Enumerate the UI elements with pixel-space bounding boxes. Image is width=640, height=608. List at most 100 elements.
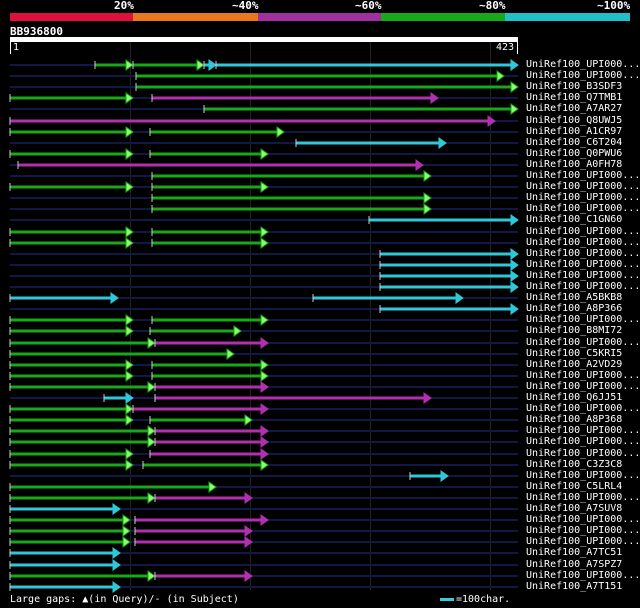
hit-label[interactable]: UniRef100_UPI000... — [526, 536, 640, 547]
query-gap-marker-icon: ▲ — [82, 594, 89, 605]
hit-label[interactable]: UniRef100_UPI000... — [526, 203, 640, 214]
legend-bar — [133, 13, 258, 21]
hit-arrow-icon — [260, 337, 269, 349]
hit-arrow-icon — [260, 425, 269, 437]
hit-arrow-icon — [510, 59, 519, 71]
subject-gap-marker-icon: - — [154, 594, 161, 605]
hit-arrow-icon — [423, 170, 432, 182]
hit-arrow-icon — [125, 370, 134, 382]
hit-arrow-icon — [260, 237, 269, 249]
hit-arrow-icon — [510, 248, 519, 260]
hit-label[interactable]: UniRef100_UPI000... — [526, 381, 640, 392]
hit-label[interactable]: UniRef100_A5BKB8 — [526, 292, 623, 303]
hit-label[interactable]: UniRef100_Q0PWU6 — [526, 148, 623, 159]
hit-label[interactable]: UniRef100_Q7TMB1 — [526, 92, 623, 103]
hit-label[interactable]: UniRef100_UPI000... — [526, 226, 640, 237]
hit-arrow-icon — [244, 414, 253, 426]
hit-label[interactable]: UniRef100_C3Z3C8 — [526, 459, 623, 470]
hit-label[interactable]: UniRef100_UPI000... — [526, 192, 640, 203]
hit-arrow-icon — [260, 370, 269, 382]
hit-label[interactable]: UniRef100_A7SPZ7 — [526, 559, 623, 570]
hit-label[interactable]: UniRef100_UPI000... — [526, 259, 640, 270]
hit-arrow-icon — [244, 570, 253, 582]
hit-label[interactable]: UniRef100_UPI000... — [526, 181, 640, 192]
hit-arrow-icon — [260, 403, 269, 415]
gridline — [370, 42, 371, 590]
hit-arrow-icon — [455, 292, 464, 304]
ruler-start-label: 1 — [13, 42, 20, 53]
hit-label[interactable]: UniRef100_UPI000... — [526, 70, 640, 81]
hit-label[interactable]: UniRef100_UPI000... — [526, 59, 640, 70]
hit-label[interactable]: UniRef100_UPI000... — [526, 170, 640, 181]
large-gaps-label: Large gaps: — [10, 594, 77, 605]
hit-label[interactable]: UniRef100_A8P368 — [526, 414, 623, 425]
hit-arrow-icon — [125, 181, 134, 193]
hit-label[interactable]: UniRef100_B8MI72 — [526, 325, 623, 336]
hit-label[interactable]: UniRef100_A7T151 — [526, 581, 623, 592]
hit-label[interactable]: UniRef100_A8P366 — [526, 303, 623, 314]
hit-arrow-icon — [415, 159, 424, 171]
hit-arrow-icon — [260, 359, 269, 371]
hit-label[interactable]: UniRef100_UPI000... — [526, 237, 640, 248]
hit-arrow-icon — [112, 559, 121, 571]
hit-label[interactable]: UniRef100_UPI000... — [526, 525, 640, 536]
hit-label[interactable]: UniRef100_A7SUV8 — [526, 503, 623, 514]
hit-label[interactable]: UniRef100_UPI000... — [526, 270, 640, 281]
hit-arrow-icon — [244, 536, 253, 548]
hit-arrow-icon — [125, 226, 134, 238]
hit-arrow-icon — [147, 381, 156, 393]
ruler-start-tick — [10, 42, 11, 54]
hit-arrow-icon — [122, 525, 131, 537]
hit-label[interactable]: UniRef100_A1CR97 — [526, 126, 623, 137]
hit-arrow-icon — [208, 481, 217, 493]
hit-label[interactable]: UniRef100_UPI000... — [526, 248, 640, 259]
hit-label[interactable]: UniRef100_UPI000... — [526, 470, 640, 481]
hit-arrow-icon — [276, 126, 285, 138]
legend-label: ~80% — [479, 0, 506, 12]
hit-arrow-icon — [208, 59, 217, 71]
hit-arrow-icon — [487, 115, 496, 127]
hit-label[interactable]: UniRef100_UPI000... — [526, 425, 640, 436]
hit-label[interactable]: UniRef100_UPI000... — [526, 281, 640, 292]
gridline — [250, 42, 251, 590]
hit-label[interactable]: UniRef100_B3SDF3 — [526, 81, 623, 92]
hit-arrow-icon — [260, 459, 269, 471]
scale-label: =100char. — [456, 594, 511, 605]
hit-label[interactable]: UniRef100_C6T204 — [526, 137, 623, 148]
hit-label[interactable]: UniRef100_C5KRI5 — [526, 348, 623, 359]
hit-arrow-icon — [125, 448, 134, 460]
hit-arrow-icon — [125, 126, 134, 138]
hit-label[interactable]: UniRef100_C5LRL4 — [526, 481, 623, 492]
hit-label[interactable]: UniRef100_UPI000... — [526, 337, 640, 348]
legend-label: ~60% — [355, 0, 382, 12]
hit-arrow-icon — [260, 436, 269, 448]
legend-bar — [505, 13, 630, 21]
hit-label[interactable]: UniRef100_UPI000... — [526, 370, 640, 381]
hit-label[interactable]: UniRef100_A2VD29 — [526, 359, 623, 370]
hit-label[interactable]: UniRef100_Q6JJ51 — [526, 392, 623, 403]
legend-label: 20% — [114, 0, 134, 12]
hit-label[interactable]: UniRef100_UPI000... — [526, 448, 640, 459]
hit-arrow-icon — [112, 581, 121, 593]
hit-label[interactable]: UniRef100_C1GN60 — [526, 214, 623, 225]
hit-arrow-icon — [510, 281, 519, 293]
hit-label[interactable]: UniRef100_Q8UWJ5 — [526, 115, 623, 126]
hit-arrow-icon — [110, 292, 119, 304]
hit-label[interactable]: UniRef100_A7TC51 — [526, 547, 623, 558]
hit-label[interactable]: UniRef100_UPI000... — [526, 492, 640, 503]
hit-label[interactable]: UniRef100_UPI000... — [526, 314, 640, 325]
hit-arrow-icon — [147, 337, 156, 349]
hit-label[interactable]: UniRef100_A0FH78 — [526, 159, 623, 170]
hit-arrow-icon — [510, 259, 519, 271]
hit-label[interactable]: UniRef100_UPI000... — [526, 403, 640, 414]
hit-arrow-icon — [510, 303, 519, 315]
hit-label[interactable]: UniRef100_UPI000... — [526, 570, 640, 581]
query-id: BB936800 — [10, 25, 63, 38]
hit-label[interactable]: UniRef100_UPI000... — [526, 436, 640, 447]
hit-arrow-icon — [423, 203, 432, 215]
hit-arrow-icon — [125, 392, 134, 404]
footer-gap-legend: Large gaps: ▲(in Query)/- (in Subject) — [10, 594, 239, 605]
hit-label[interactable]: UniRef100_A7AR27 — [526, 103, 623, 114]
hit-label[interactable]: UniRef100_UPI000... — [526, 514, 640, 525]
